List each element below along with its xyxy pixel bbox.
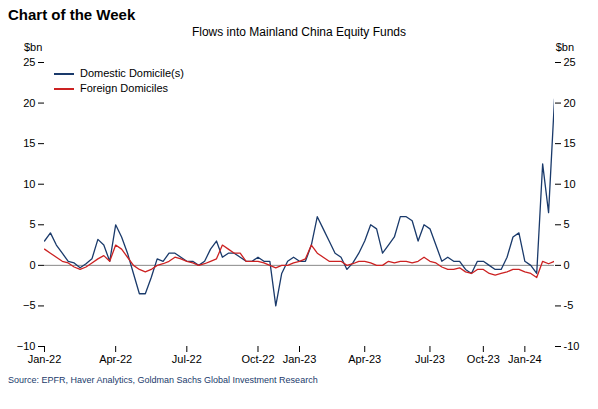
svg-text:Jan-23: Jan-23 [283, 353, 317, 365]
html-text:Foreign Domiciles: Foreign Domiciles [80, 82, 168, 94]
html-text:Chart of the Week: Chart of the Week [8, 6, 136, 23]
svg-text:15: 15 [23, 137, 35, 149]
html-text:Flows into Mainland China Equi: Flows into Mainland China Equity Funds [191, 25, 406, 39]
svg-text:25: 25 [23, 56, 35, 68]
html-text:$bn: $bn [555, 41, 574, 53]
svg-text:-5: -5 [564, 299, 574, 311]
svg-text:Jan-24: Jan-24 [508, 353, 542, 365]
svg-text:Apr-22: Apr-22 [99, 353, 132, 365]
svg-text:20: 20 [564, 97, 576, 109]
svg-text:15: 15 [564, 137, 576, 149]
svg-text:0: 0 [564, 259, 570, 271]
svg-text:25: 25 [564, 56, 576, 68]
svg-text:5: 5 [564, 218, 570, 230]
svg-text:Apr-23: Apr-23 [348, 353, 381, 365]
svg-text:20: 20 [23, 97, 35, 109]
svg-text:10: 10 [564, 178, 576, 190]
svg-text:Oct-23: Oct-23 [467, 353, 500, 365]
html-text:$bn: $bn [24, 41, 43, 53]
svg-text:Jul-23: Jul-23 [415, 353, 445, 365]
svg-text:5: 5 [29, 218, 35, 230]
svg-text:Jul-22: Jul-22 [172, 353, 202, 365]
svg-text:10: 10 [23, 178, 35, 190]
svg-text:-10: -10 [564, 340, 580, 352]
svg-text:0: 0 [29, 259, 35, 271]
svg-text:−5: −5 [23, 299, 36, 311]
html-text:Domestic Domicile(s): Domestic Domicile(s) [80, 67, 184, 79]
svg-text:Jan-22: Jan-22 [28, 353, 62, 365]
html-text:Source: EPFR, Haver Analytics,: Source: EPFR, Haver Analytics, Goldman S… [8, 375, 318, 385]
svg-text:Oct-22: Oct-22 [241, 353, 274, 365]
svg-text:−10: −10 [17, 340, 36, 352]
